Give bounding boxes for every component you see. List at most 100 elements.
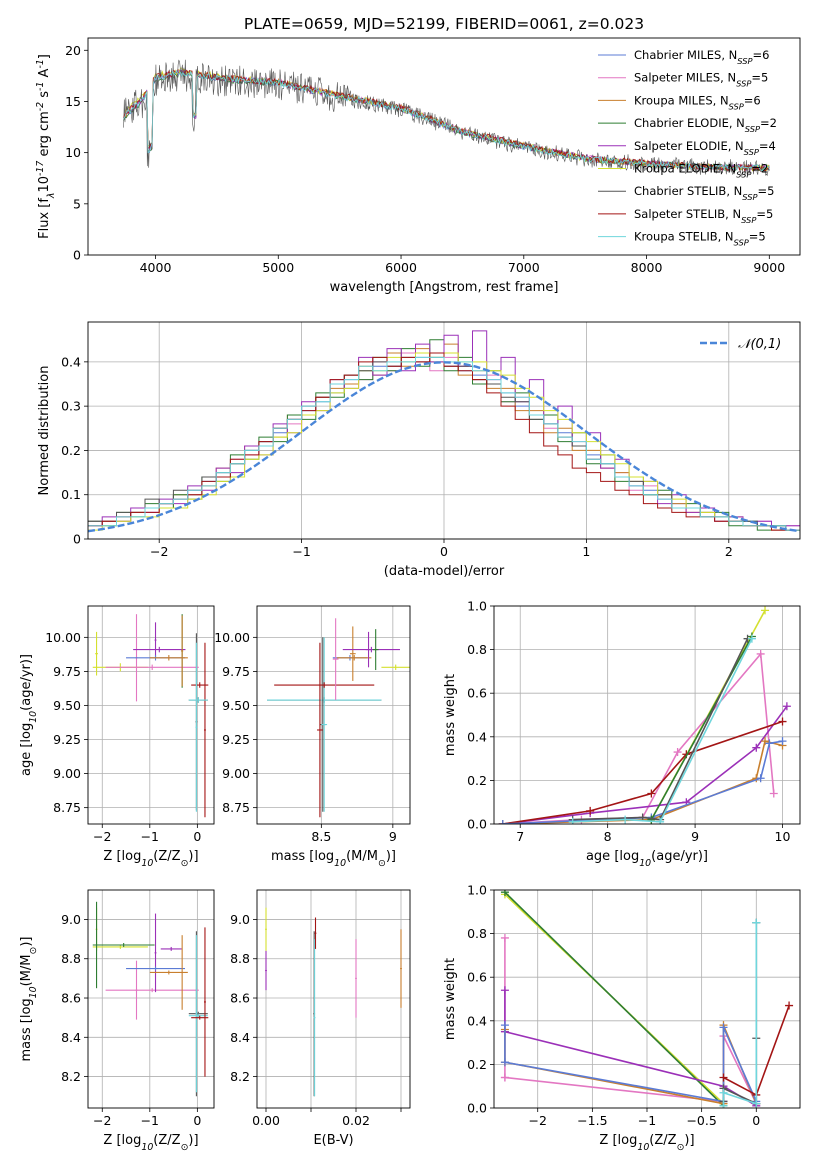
y-tick-label: 9.50 — [222, 698, 250, 713]
y-tick-label: 8.4 — [61, 1030, 81, 1045]
x-axis-label: (data-model)/error — [384, 564, 505, 579]
weight-marker — [568, 817, 577, 824]
weight-marker — [586, 806, 595, 815]
x-tick-label: −2 — [93, 1113, 111, 1128]
x-tick-label: 2 — [725, 544, 733, 559]
plot-area — [267, 618, 410, 818]
x-tick-label: 9000 — [753, 260, 785, 275]
axes-frame — [256, 889, 411, 1109]
weight-marker — [656, 817, 665, 824]
y-tick-label: 0.6 — [467, 686, 487, 701]
plot-area — [88, 330, 800, 533]
axes-frame — [256, 605, 411, 825]
legend-label: Salpeter STELIB, NSSP=5 — [634, 207, 773, 225]
y-axis-label: mass weight — [443, 958, 458, 1040]
weight-marker — [719, 1088, 728, 1097]
y-tick-label: 20 — [65, 43, 81, 58]
axes-frame — [87, 37, 801, 256]
legend-label: Kroupa STELIB, NSSP=5 — [634, 230, 766, 248]
weight-marker — [719, 1073, 728, 1082]
y-axis-label: Flux [fλ10-17 erg cm-2 s-1 A-1] — [35, 54, 57, 239]
weight-marker — [765, 739, 774, 748]
histogram-step — [88, 352, 800, 531]
weight-marker — [498, 820, 507, 824]
x-axis-label: wavelength [Angstrom, rest frame] — [330, 280, 559, 295]
histogram-step — [88, 356, 800, 531]
weight-marker — [756, 774, 765, 783]
plot-area — [123, 59, 770, 177]
x-tick-label: −2 — [93, 829, 111, 844]
panel-age_vs_Z: −2 −1 0 8.75 9.00 9.25 9.50 9.75 10.00 Z [log10(Z… — [19, 605, 215, 869]
weight-marker — [500, 986, 509, 995]
panel-weight_vs_age: 7 8 9 10 0.0 0.2 0.4 0.6 0.8 1.0 age [log10(age/yr… — [443, 599, 801, 869]
x-tick-label: 0 — [193, 1113, 201, 1128]
y-tick-label: 9.0 — [230, 912, 250, 927]
weight-marker — [761, 737, 770, 746]
legend-label: Chabrier ELODIE, NSSP=2 — [634, 116, 777, 134]
y-tick-label: 8.75 — [53, 800, 81, 815]
y-tick-label: 9.50 — [53, 698, 81, 713]
y-axis-label: age [log10(age/yr)] — [19, 654, 39, 776]
x-axis-label: Z [log10(Z/Z⊙)] — [103, 1133, 198, 1153]
y-tick-label: 0.2 — [61, 443, 81, 458]
x-tick-label: 4000 — [140, 260, 172, 275]
figure-title: PLATE=0659, MJD=52199, FIBERID=0061, z=0… — [244, 15, 644, 33]
y-tick-label: 0.2 — [467, 1057, 487, 1072]
panel-weight_vs_Z: −2 −1.5 −1 −0.5 0 0.0 0.2 0.4 0.6 0.8 1.0 Z [log10(… — [443, 883, 801, 1153]
x-tick-label: 1 — [582, 544, 590, 559]
y-tick-label: 8.6 — [61, 991, 81, 1006]
weight-marker — [761, 606, 770, 615]
y-tick-label: 0.3 — [61, 399, 81, 414]
y-tick-label: 8.8 — [61, 951, 81, 966]
y-axis-label: mass weight — [443, 674, 458, 756]
x-tick-label: 0 — [440, 544, 448, 559]
x-tick-label: 8.5 — [311, 829, 331, 844]
axes-frame — [87, 889, 215, 1109]
x-tick-label: 10 — [775, 829, 791, 844]
x-tick-label: 7000 — [508, 260, 540, 275]
y-tick-label: 10.00 — [214, 630, 250, 645]
x-tick-label: −1.5 — [577, 1113, 607, 1128]
plot-area — [92, 614, 209, 818]
weight-marker — [778, 717, 787, 726]
y-axis-label: mass [log10(M/M⊙)] — [19, 936, 39, 1061]
y-tick-label: 0.0 — [467, 817, 487, 832]
weight-line — [650, 636, 753, 820]
x-tick-label: −1 — [141, 1113, 159, 1128]
weight-marker — [747, 634, 756, 643]
y-tick-label: 0.4 — [467, 729, 487, 744]
x-axis-label: Z [log10(Z/Z⊙)] — [103, 849, 198, 869]
weight-marker — [719, 1023, 728, 1032]
y-tick-label: 1.0 — [467, 883, 487, 898]
legend-label: Kroupa ELODIE, NSSP=2 — [634, 162, 768, 180]
x-tick-label: 5000 — [262, 260, 294, 275]
x-tick-label: 8000 — [631, 260, 663, 275]
y-tick-label: 8.8 — [230, 951, 250, 966]
panel-mass_vs_Z: −2 −1 0 8.2 8.4 8.6 8.8 9.0 Z [log10(Z/Z⊙)] mass … — [19, 889, 215, 1153]
weight-marker — [500, 890, 509, 897]
y-tick-label: 10.00 — [45, 630, 81, 645]
legend-label: Chabrier STELIB, NSSP=5 — [634, 184, 774, 202]
weight-line — [572, 638, 753, 823]
weight-marker — [500, 1073, 509, 1082]
panel-residuals: −2 −1 0 1 2 0 0.1 0.2 0.3 0.4 (data-model)/error No… — [37, 321, 801, 579]
y-tick-label: 0 — [73, 248, 81, 263]
y-tick-label: 15 — [65, 94, 81, 109]
x-tick-label: −1 — [638, 1113, 656, 1128]
legend-label: Salpeter ELODIE, NSSP=4 — [634, 139, 776, 157]
weight-marker — [752, 918, 761, 927]
panel-age_vs_mass: 8.5 9 8.75 9.00 9.25 9.50 9.75 10.00 mass [log10… — [214, 605, 411, 869]
x-tick-label: 0 — [193, 829, 201, 844]
plot-area — [265, 907, 402, 1097]
weight-marker — [778, 737, 787, 746]
weight-marker — [647, 789, 656, 798]
y-tick-label: 0 — [73, 532, 81, 547]
gaussian-curve — [88, 361, 800, 533]
y-tick-label: 8.4 — [230, 1030, 250, 1045]
x-axis-label: Z [log10(Z/Z⊙)] — [599, 1133, 694, 1153]
weight-marker — [500, 1058, 509, 1067]
legend: Chabrier MILES, NSSP=6 Salpeter MILES, NS… — [598, 48, 777, 248]
weight-marker — [673, 748, 682, 757]
weight-marker — [769, 789, 778, 798]
y-tick-label: 0.1 — [61, 487, 81, 502]
